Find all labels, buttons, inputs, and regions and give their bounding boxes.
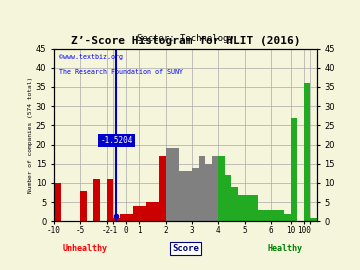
Bar <box>199 156 205 221</box>
Y-axis label: Number of companies (574 total): Number of companies (574 total) <box>28 77 33 193</box>
Bar <box>264 210 271 221</box>
Text: Score: Score <box>172 244 199 253</box>
Bar <box>212 156 218 221</box>
Bar <box>146 202 153 221</box>
Bar <box>291 118 297 221</box>
Bar <box>277 210 284 221</box>
Text: -1.5204: -1.5204 <box>100 136 132 145</box>
Bar <box>225 175 231 221</box>
Bar <box>94 179 100 221</box>
Bar <box>126 214 133 221</box>
Title: Z’-Score Histogram for HLIT (2016): Z’-Score Histogram for HLIT (2016) <box>71 36 300 46</box>
Text: Sector: Technology: Sector: Technology <box>137 33 234 43</box>
Bar <box>271 210 277 221</box>
Text: ©www.textbiz.org: ©www.textbiz.org <box>59 54 123 60</box>
Bar <box>179 171 185 221</box>
Bar <box>54 183 60 221</box>
Bar <box>251 194 258 221</box>
Text: Healthy: Healthy <box>268 244 303 253</box>
Bar <box>113 218 120 221</box>
Bar <box>172 148 179 221</box>
Bar <box>258 210 264 221</box>
Bar <box>120 214 126 221</box>
Bar <box>192 168 199 221</box>
Text: The Research Foundation of SUNY: The Research Foundation of SUNY <box>59 69 183 75</box>
Bar <box>185 171 192 221</box>
Bar <box>205 164 212 221</box>
Bar <box>159 156 166 221</box>
Bar <box>310 218 317 221</box>
Bar <box>80 191 87 221</box>
Text: Unhealthy: Unhealthy <box>63 244 108 253</box>
Bar <box>244 194 251 221</box>
Bar <box>133 206 139 221</box>
Bar <box>304 83 310 221</box>
Bar <box>107 179 113 221</box>
Bar <box>166 148 172 221</box>
Bar <box>284 214 291 221</box>
Bar <box>139 206 146 221</box>
Bar <box>153 202 159 221</box>
Bar <box>238 194 244 221</box>
Bar <box>231 187 238 221</box>
Bar <box>218 156 225 221</box>
